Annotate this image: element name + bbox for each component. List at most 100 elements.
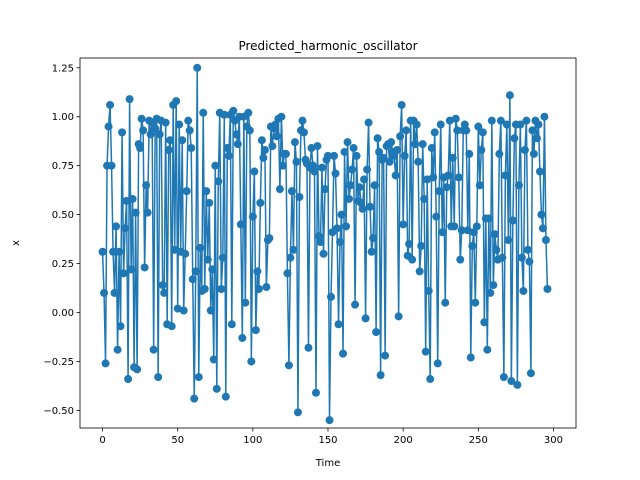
data-point [187, 144, 196, 153]
data-point [454, 173, 463, 182]
data-point [143, 208, 152, 217]
data-point [98, 247, 107, 256]
data-point [435, 187, 444, 196]
data-point [173, 304, 182, 313]
data-point [465, 149, 474, 158]
data-point [429, 173, 438, 182]
data-point [181, 249, 190, 258]
data-point [492, 245, 501, 254]
data-point [284, 361, 293, 370]
data-point [471, 298, 480, 307]
data-point [229, 106, 238, 115]
data-point [336, 238, 345, 247]
data-point [361, 314, 370, 323]
data-point [277, 112, 286, 121]
data-point [394, 312, 403, 321]
data-point [463, 226, 472, 235]
data-point [411, 140, 420, 149]
data-point [453, 126, 462, 135]
data-point [211, 161, 220, 170]
data-point [348, 165, 357, 174]
data-point [293, 408, 302, 417]
data-point [519, 286, 528, 295]
data-point [193, 63, 202, 72]
data-point [487, 116, 496, 125]
data-point [223, 144, 232, 153]
data-point [257, 136, 266, 145]
data-point [161, 118, 170, 127]
data-point [334, 320, 343, 329]
data-point [543, 285, 552, 294]
data-point [420, 194, 429, 203]
data-point [170, 245, 179, 254]
data-point [292, 157, 301, 166]
data-point [179, 306, 188, 315]
data-point [166, 136, 175, 145]
data-point [438, 228, 447, 237]
data-point [142, 181, 151, 190]
data-point [417, 241, 426, 250]
data-point [287, 187, 296, 196]
data-point [244, 108, 253, 117]
data-point [508, 216, 517, 225]
data-point [107, 161, 116, 170]
data-point [462, 126, 471, 135]
data-point [104, 122, 113, 131]
data-point [199, 108, 208, 117]
data-point [247, 357, 256, 366]
data-point [343, 138, 352, 147]
data-point [324, 151, 332, 160]
data-point [295, 192, 304, 201]
data-point [424, 286, 433, 295]
data-point [172, 97, 181, 106]
data-point [451, 114, 460, 123]
data-point [256, 198, 265, 207]
data-point [373, 134, 382, 143]
data-point [155, 130, 164, 139]
data-point [122, 196, 131, 205]
data-point [259, 153, 268, 162]
data-point [501, 171, 510, 180]
data-point [444, 171, 453, 180]
data-point [320, 185, 329, 194]
data-point [448, 153, 457, 162]
data-point [522, 116, 531, 125]
data-point [528, 126, 537, 135]
data-point [200, 285, 209, 294]
data-point [333, 224, 342, 233]
x-axis-label: Time [315, 458, 340, 469]
data-point [345, 194, 354, 203]
data-point [331, 169, 340, 178]
data-point [525, 257, 534, 266]
data-point [330, 151, 339, 160]
data-point [167, 322, 176, 331]
x-tick-label: 300 [544, 435, 563, 446]
data-point [421, 347, 430, 356]
data-point [149, 345, 158, 354]
data-point [298, 116, 307, 125]
data-point [495, 149, 504, 158]
data-point [272, 132, 281, 141]
data-point [366, 202, 375, 211]
y-tick-label: 0.50 [52, 210, 74, 221]
data-point [313, 142, 322, 151]
data-point [311, 388, 320, 397]
x-tick-label: 200 [394, 435, 413, 446]
data-point [342, 222, 351, 231]
data-point [504, 236, 513, 245]
data-point [251, 326, 260, 335]
data-point [115, 247, 124, 256]
data-point [188, 275, 197, 284]
chart-title: Predicted_harmonic_oscillator [238, 39, 417, 53]
data-point [119, 269, 128, 278]
data-point [205, 198, 214, 207]
data-point [537, 210, 546, 219]
data-point [466, 353, 475, 362]
data-point [154, 373, 163, 382]
data-point [131, 208, 140, 217]
y-tick-label: 0.00 [52, 308, 74, 319]
data-point [441, 298, 450, 307]
data-point [325, 416, 334, 425]
data-point [151, 124, 160, 133]
data-point [286, 253, 295, 262]
